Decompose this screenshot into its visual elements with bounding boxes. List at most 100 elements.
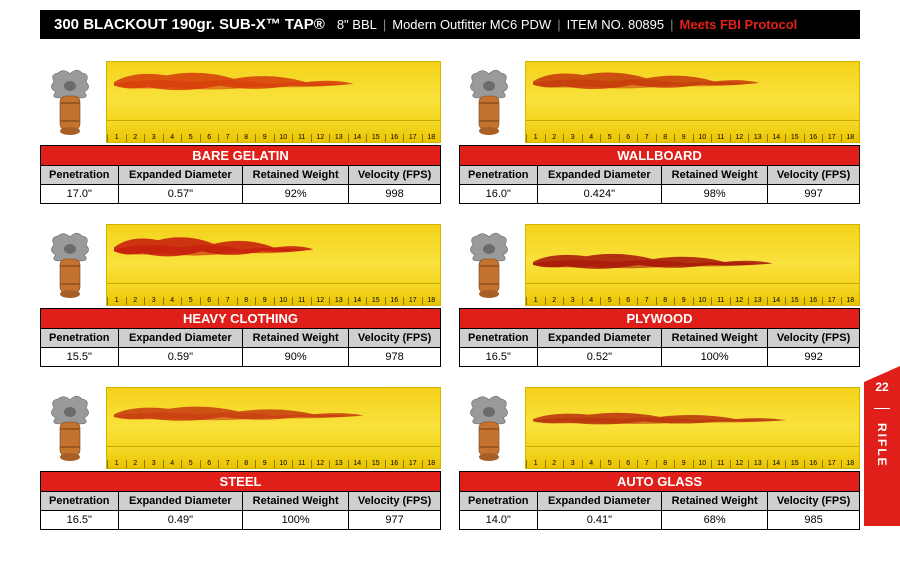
penetration-value: 15.5" xyxy=(41,348,119,367)
ruler-tick: 8 xyxy=(237,460,256,468)
table-header: Retained Weight xyxy=(662,329,768,348)
ruler-tick: 4 xyxy=(163,134,182,142)
ruler-tick: 10 xyxy=(274,134,293,142)
table-header: Expanded Diameter xyxy=(118,329,243,348)
wound-cavity xyxy=(533,67,759,99)
ruler-tick: 9 xyxy=(255,460,274,468)
bullet-image xyxy=(40,389,100,469)
ruler-tick: 14 xyxy=(348,460,367,468)
gel-ruler: 123456789101112131415161718 xyxy=(526,283,859,305)
ruler-tick: 9 xyxy=(674,297,693,305)
table-header: Velocity (FPS) xyxy=(768,166,860,185)
table-header: Retained Weight xyxy=(243,329,349,348)
separator: | xyxy=(383,17,386,32)
ruler-tick: 1 xyxy=(526,134,545,142)
ruler-tick: 8 xyxy=(656,134,675,142)
ruler-tick: 10 xyxy=(693,134,712,142)
ruler-tick: 13 xyxy=(748,134,767,142)
ruler-tick: 8 xyxy=(237,134,256,142)
table-header: Velocity (FPS) xyxy=(349,166,441,185)
panel-visual: 123456789101112131415161718 xyxy=(459,210,860,306)
gel-ruler: 123456789101112131415161718 xyxy=(526,446,859,468)
table-header-row: PenetrationExpanded DiameterRetained Wei… xyxy=(41,329,441,348)
ruler-tick: 10 xyxy=(274,460,293,468)
gel-ruler: 123456789101112131415161718 xyxy=(107,283,440,305)
ruler-tick: 15 xyxy=(366,460,385,468)
table-row: 16.0" 0.424" 98% 997 xyxy=(460,185,860,204)
table-header-row: PenetrationExpanded DiameterRetained Wei… xyxy=(41,492,441,511)
ruler-tick: 12 xyxy=(730,134,749,142)
barrier-name: BARE GELATIN xyxy=(40,145,441,165)
product-title: 300 BLACKOUT 190gr. SUB-X™ TAP® xyxy=(54,16,325,33)
ruler-tick: 2 xyxy=(126,134,145,142)
diameter-value: 0.59" xyxy=(118,348,243,367)
ruler-tick: 14 xyxy=(767,134,786,142)
ruler-tick: 3 xyxy=(563,297,582,305)
table-header: Penetration xyxy=(41,329,119,348)
ruler-tick: 7 xyxy=(218,297,237,305)
ruler-tick: 7 xyxy=(637,134,656,142)
ruler-tick: 18 xyxy=(841,297,860,305)
table-header: Velocity (FPS) xyxy=(349,329,441,348)
ruler-tick: 13 xyxy=(748,297,767,305)
test-panel: 123456789101112131415161718 AUTO GLASS P… xyxy=(459,373,860,530)
velocity-value: 977 xyxy=(349,511,441,530)
table-header: Penetration xyxy=(460,329,538,348)
gel-block: 123456789101112131415161718 xyxy=(106,61,441,143)
separator: | xyxy=(557,17,560,32)
ruler-tick: 9 xyxy=(255,134,274,142)
diameter-value: 0.52" xyxy=(537,348,662,367)
table-header: Expanded Diameter xyxy=(537,166,662,185)
ruler-tick: 18 xyxy=(422,297,441,305)
spec-table: PenetrationExpanded DiameterRetained Wei… xyxy=(459,165,860,204)
weight-value: 68% xyxy=(662,511,768,530)
firearm-name: Modern Outfitter MC6 PDW xyxy=(392,17,551,32)
test-panel: 123456789101112131415161718 HEAVY CLOTHI… xyxy=(40,210,441,367)
section-label: RIFLE xyxy=(875,423,889,468)
table-header: Penetration xyxy=(460,166,538,185)
barrier-name: PLYWOOD xyxy=(459,308,860,328)
table-header: Penetration xyxy=(41,166,119,185)
table-header: Expanded Diameter xyxy=(537,492,662,511)
side-tab: 22 RIFLE xyxy=(864,366,900,526)
ruler-tick: 17 xyxy=(403,134,422,142)
ruler-tick: 6 xyxy=(200,134,219,142)
table-header: Velocity (FPS) xyxy=(768,492,860,511)
ruler-tick: 16 xyxy=(385,460,404,468)
weight-value: 100% xyxy=(662,348,768,367)
test-panel: 123456789101112131415161718 WALLBOARD Pe… xyxy=(459,47,860,204)
ruler-tick: 7 xyxy=(218,134,237,142)
test-panel: 123456789101112131415161718 BARE GELATIN… xyxy=(40,47,441,204)
ruler-tick: 1 xyxy=(107,460,126,468)
item-number: ITEM NO. 80895 xyxy=(567,17,665,32)
ruler-tick: 8 xyxy=(656,460,675,468)
ruler-tick: 12 xyxy=(730,460,749,468)
barrier-name: WALLBOARD xyxy=(459,145,860,165)
ruler-tick: 2 xyxy=(545,297,564,305)
ruler-tick: 15 xyxy=(366,297,385,305)
ruler-tick: 15 xyxy=(366,134,385,142)
ruler-tick: 15 xyxy=(785,134,804,142)
gel-block: 123456789101112131415161718 xyxy=(106,224,441,306)
diameter-value: 0.41" xyxy=(537,511,662,530)
table-header-row: PenetrationExpanded DiameterRetained Wei… xyxy=(460,329,860,348)
ruler-tick: 13 xyxy=(329,134,348,142)
ruler-tick: 2 xyxy=(545,134,564,142)
weight-value: 90% xyxy=(243,348,349,367)
ruler-tick: 4 xyxy=(582,134,601,142)
ruler-tick: 9 xyxy=(255,297,274,305)
ruler-tick: 1 xyxy=(107,297,126,305)
test-panel-grid: 123456789101112131415161718 BARE GELATIN… xyxy=(0,47,900,530)
table-header: Penetration xyxy=(41,492,119,511)
ruler-tick: 6 xyxy=(619,297,638,305)
panel-visual: 123456789101112131415161718 xyxy=(459,373,860,469)
ruler-tick: 1 xyxy=(526,297,545,305)
ruler-tick: 2 xyxy=(126,460,145,468)
spec-table: PenetrationExpanded DiameterRetained Wei… xyxy=(40,328,441,367)
ruler-tick: 16 xyxy=(385,297,404,305)
wound-cavity xyxy=(114,402,364,429)
velocity-value: 985 xyxy=(768,511,860,530)
ruler-tick: 16 xyxy=(804,297,823,305)
ruler-tick: 11 xyxy=(711,297,730,305)
penetration-value: 16.5" xyxy=(460,348,538,367)
